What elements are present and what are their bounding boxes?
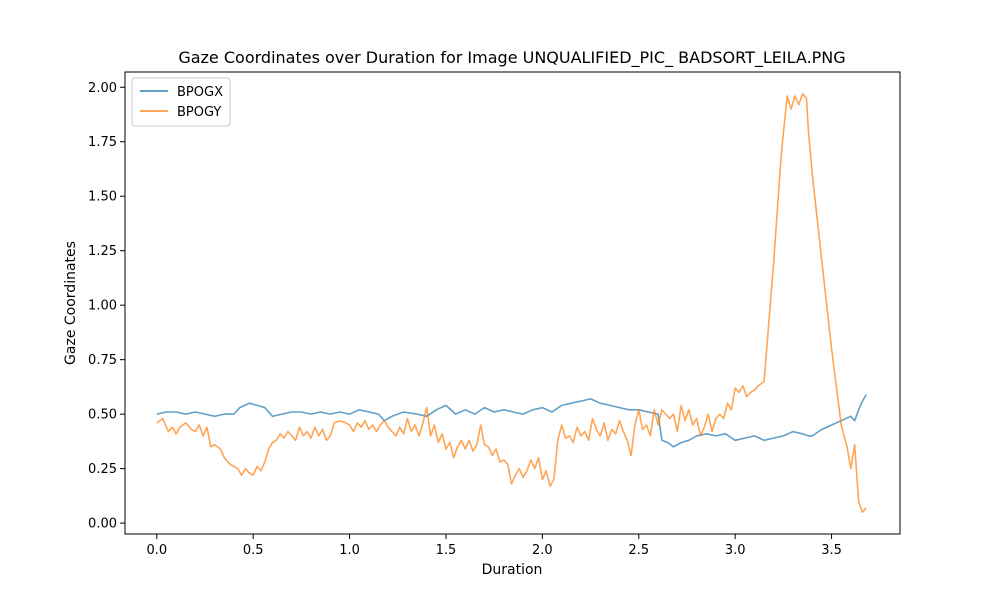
y-axis-label: Gaze Coordinates bbox=[63, 241, 79, 365]
y-axis-ticks: 0.00 0.25 0.50 0.75 1.00 1.25 1.50 1.75 2.00 bbox=[88, 81, 125, 532]
y-tick-label: 1.25 bbox=[88, 244, 117, 259]
x-axis-label: Duration bbox=[482, 562, 543, 578]
x-axis-ticks: 0.0 0.5 1.0 1.5 2.0 2.5 3.0 3.5 bbox=[146, 534, 842, 558]
y-tick-label: 0.50 bbox=[88, 408, 117, 423]
series-lines bbox=[156, 93, 867, 514]
y-tick-label: 1.00 bbox=[88, 299, 117, 314]
plot-area bbox=[124, 71, 901, 535]
y-tick-label: 0.75 bbox=[88, 353, 117, 368]
legend-label-bpogx: BPOGX bbox=[177, 85, 223, 100]
x-tick-label: 3.0 bbox=[725, 543, 746, 558]
legend: BPOGX BPOGY bbox=[131, 77, 231, 127]
x-tick-label: 2.0 bbox=[532, 543, 553, 558]
x-tick-label: 0.5 bbox=[243, 543, 264, 558]
x-tick-label: 2.5 bbox=[628, 543, 649, 558]
x-tick-label: 1.5 bbox=[436, 543, 457, 558]
y-tick-label: 1.50 bbox=[88, 190, 117, 205]
chart-title: Gaze Coordinates over Duration for Image… bbox=[178, 48, 845, 68]
x-tick-label: 3.5 bbox=[821, 543, 842, 558]
series-line-bpogx bbox=[156, 394, 867, 448]
y-tick-label: 2.00 bbox=[88, 81, 117, 96]
x-tick-label: 1.0 bbox=[339, 543, 360, 558]
x-tick-label: 0.0 bbox=[146, 543, 167, 558]
series-line-bpogy bbox=[156, 93, 867, 514]
legend-label-bpogy: BPOGY bbox=[177, 105, 221, 120]
y-tick-label: 0.00 bbox=[88, 517, 117, 532]
y-tick-label: 1.75 bbox=[88, 135, 117, 150]
plot-frame bbox=[124, 71, 901, 535]
y-tick-label: 0.25 bbox=[88, 462, 117, 477]
